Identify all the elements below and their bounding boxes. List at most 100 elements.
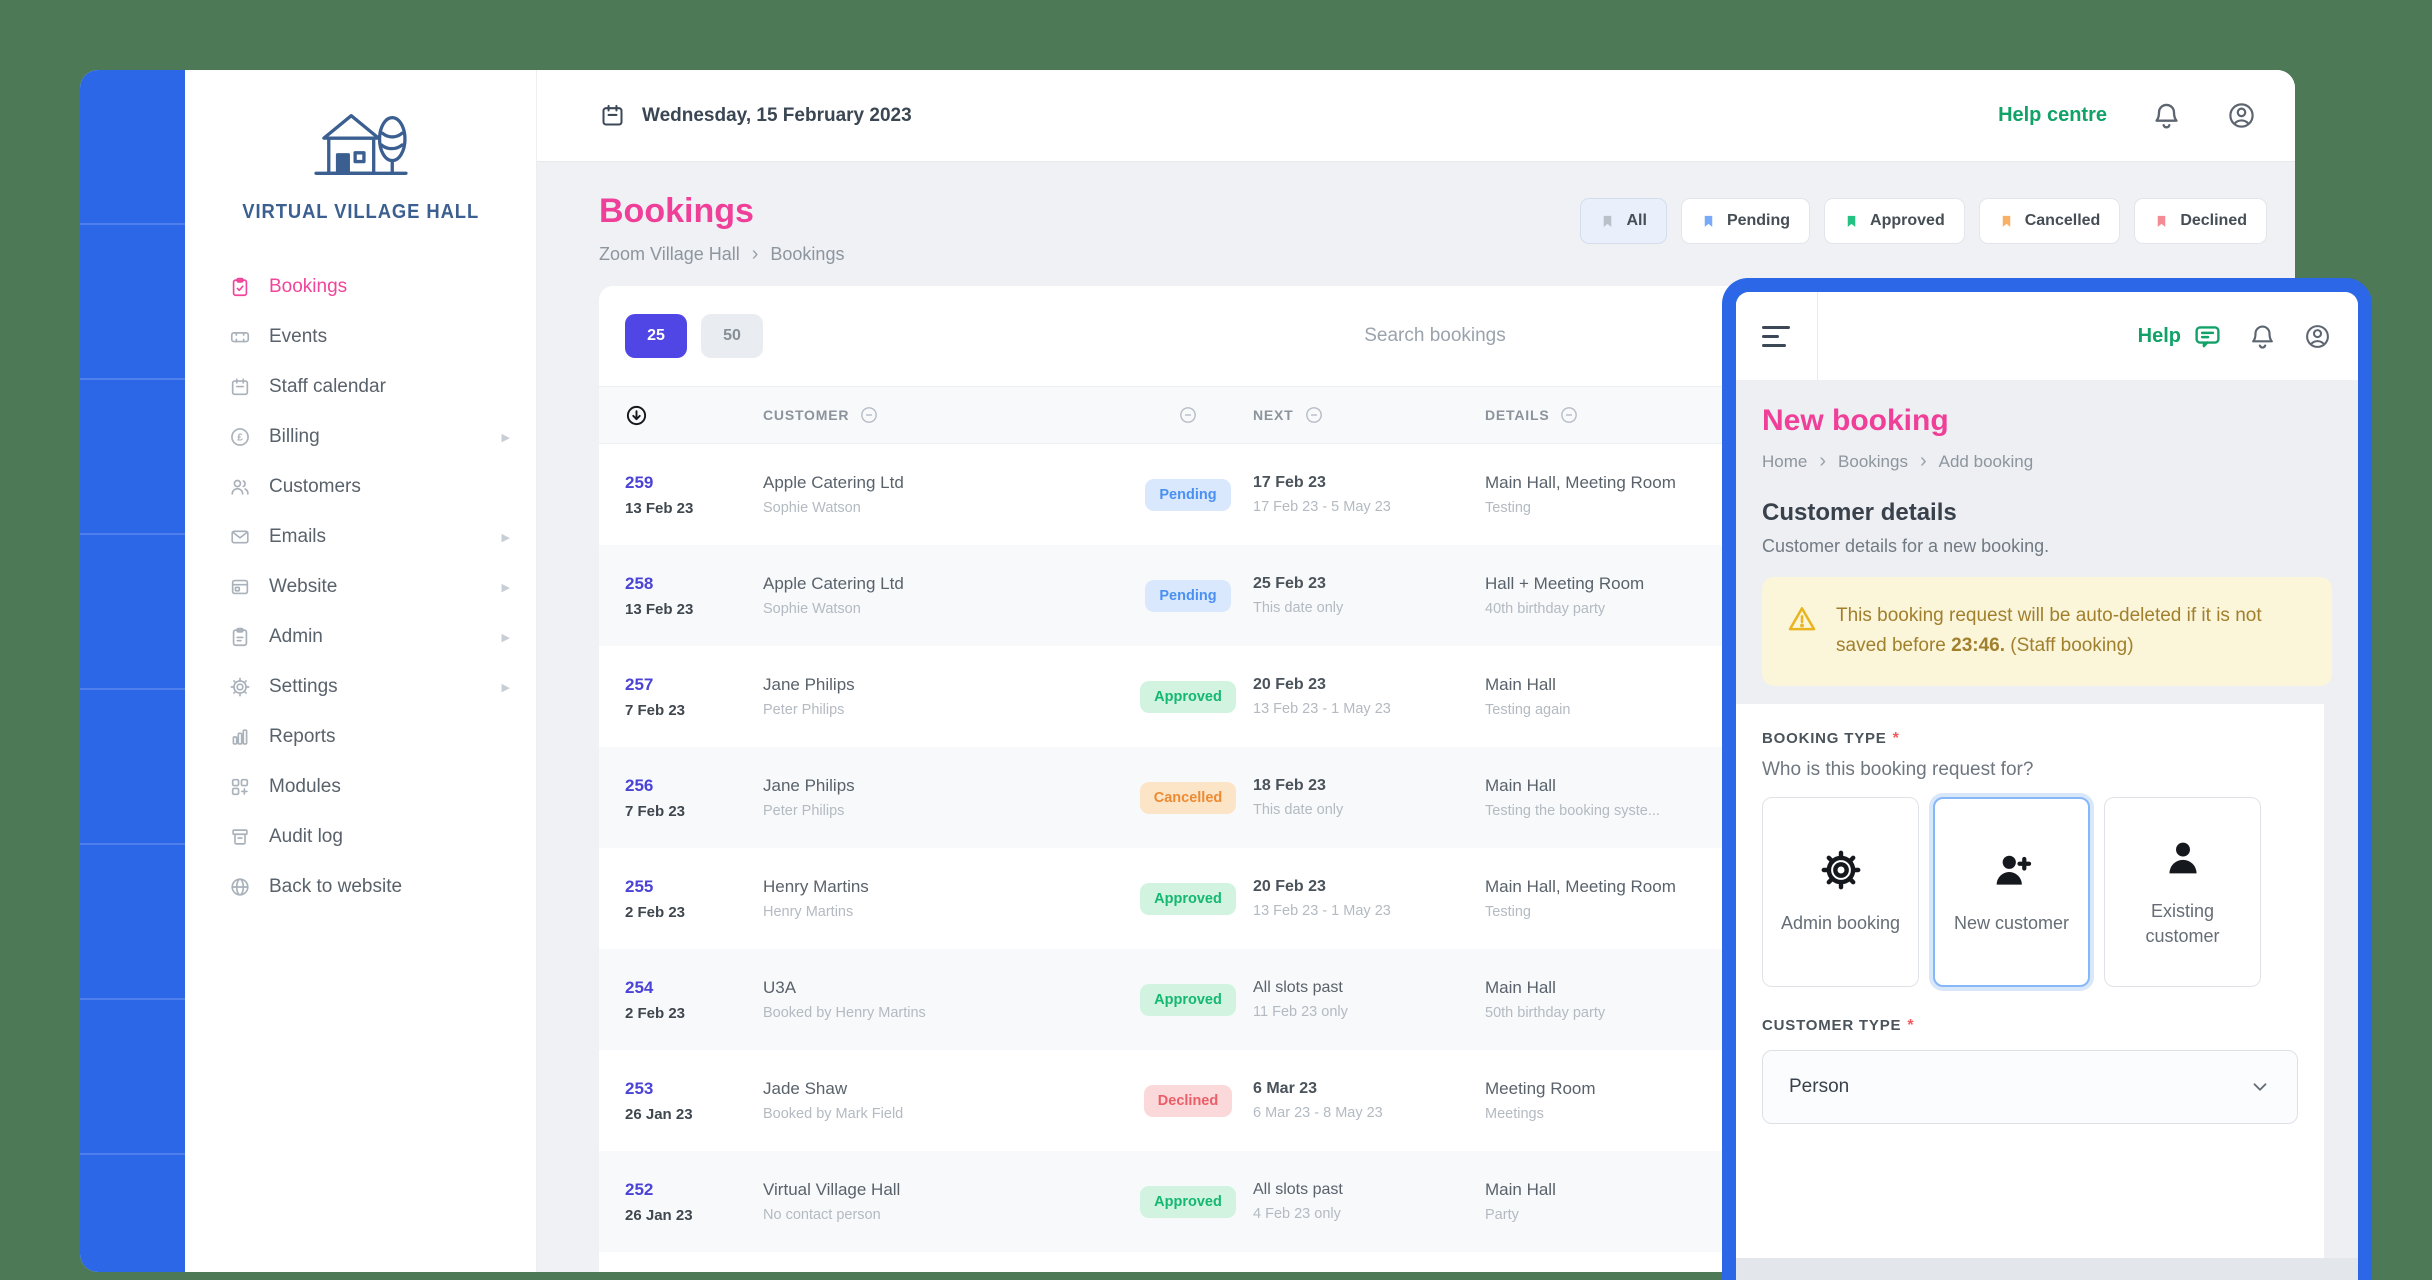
breadcrumb-home[interactable]: Home bbox=[1762, 451, 1808, 471]
booking-id[interactable]: 253 bbox=[625, 1078, 654, 1098]
booking-type-admin-booking[interactable]: Admin booking bbox=[1762, 796, 1919, 987]
contact-name: Henry Martins bbox=[763, 904, 854, 920]
booking-id[interactable]: 252 bbox=[625, 1179, 654, 1199]
booking-row-255[interactable]: 255 2 Feb 23 Henry Martins Henry Martins App… bbox=[599, 848, 2271, 949]
svg-text:£: £ bbox=[237, 433, 243, 444]
filter-approved[interactable]: Approved bbox=[1824, 198, 1965, 244]
booking-created-date: 26 Jan 23 bbox=[625, 1206, 693, 1224]
booking-id[interactable]: 259 bbox=[625, 472, 654, 492]
sidebar-item-customers[interactable]: Customers bbox=[185, 462, 536, 512]
page-size-25-button[interactable]: 25 bbox=[625, 314, 687, 358]
breadcrumb-bookings[interactable]: Bookings bbox=[1838, 451, 1908, 471]
booking-created-date: 2 Feb 23 bbox=[625, 903, 686, 921]
sidebar-item-reports[interactable]: Reports bbox=[185, 712, 536, 762]
sidebar-item-label: Emails bbox=[269, 526, 327, 547]
booking-rooms: Hall + Meeting Room bbox=[1485, 574, 1645, 593]
chevron-right-icon: › bbox=[751, 243, 759, 265]
bell-icon[interactable] bbox=[2151, 100, 2182, 131]
status-badge: Approved bbox=[1140, 983, 1236, 1016]
sidebar-item-label: Reports bbox=[269, 726, 336, 747]
collapse-column-icon[interactable] bbox=[1304, 405, 1324, 425]
help-link[interactable]: Help bbox=[2138, 322, 2222, 351]
archive-icon bbox=[229, 826, 251, 848]
next-date: All slots past bbox=[1253, 1181, 1343, 1198]
booking-row-253[interactable]: 253 26 Jan 23 Jade Shaw Booked by Mark Fiel… bbox=[599, 1050, 2271, 1151]
sidebar-item-billing[interactable]: £ Billing ▶ bbox=[185, 412, 536, 462]
status-badge: Approved bbox=[1140, 882, 1236, 915]
collapse-column-icon[interactable] bbox=[1559, 405, 1579, 425]
filter-pending[interactable]: Pending bbox=[1680, 198, 1811, 244]
booking-created-date: 26 Jan 23 bbox=[625, 1105, 693, 1123]
contact-name: Booked by Henry Martins bbox=[763, 1005, 926, 1021]
booking-type-option-label: New customer bbox=[1953, 913, 2070, 934]
booking-type-existing-customer[interactable]: Existing customer bbox=[2104, 796, 2261, 987]
page-size-50-button[interactable]: 50 bbox=[701, 314, 763, 358]
bookmark-icon bbox=[1704, 215, 1713, 227]
user-avatar-icon[interactable] bbox=[2303, 322, 2332, 351]
booking-id[interactable]: 257 bbox=[625, 674, 654, 694]
next-date: 20 Feb 23 bbox=[1253, 878, 1326, 895]
panel-breadcrumb: Home › Bookings › Add booking bbox=[1762, 450, 2332, 473]
booking-id[interactable]: 255 bbox=[625, 876, 654, 896]
bell-icon[interactable] bbox=[2248, 322, 2277, 351]
collapse-column-icon[interactable] bbox=[1178, 405, 1198, 425]
pound-icon: £ bbox=[229, 426, 251, 448]
user-avatar-icon[interactable] bbox=[2226, 100, 2257, 131]
required-asterisk: * bbox=[1892, 729, 1899, 747]
booking-id[interactable]: 256 bbox=[625, 775, 654, 795]
search-input[interactable] bbox=[1205, 325, 1665, 347]
sidebar-item-staff-calendar[interactable]: Staff calendar bbox=[185, 362, 536, 412]
collapse-column-icon[interactable] bbox=[859, 405, 879, 425]
help-centre-link[interactable]: Help centre bbox=[1998, 104, 2107, 126]
sidebar: VIRTUAL VILLAGE HALL Bookings Events Staff… bbox=[185, 70, 537, 1272]
breadcrumb-site[interactable]: Zoom Village Hall bbox=[599, 244, 740, 264]
sidebar-item-events[interactable]: Events bbox=[185, 312, 536, 362]
booking-rooms: Main Hall, Meeting Room bbox=[1485, 473, 1676, 492]
booking-created-date: 13 Feb 23 bbox=[625, 600, 694, 618]
filter-all[interactable]: All bbox=[1580, 198, 1667, 244]
next-date: 17 Feb 23 bbox=[1253, 474, 1326, 491]
sidebar-item-audit-log[interactable]: Audit log bbox=[185, 812, 536, 862]
booking-type-question: Who is this booking request for? bbox=[1762, 758, 2034, 780]
globe-icon bbox=[229, 876, 251, 898]
sidebar-item-emails[interactable]: Emails ▶ bbox=[185, 512, 536, 562]
next-date: 18 Feb 23 bbox=[1253, 777, 1326, 794]
hamburger-menu-icon[interactable] bbox=[1736, 292, 1818, 380]
date-range: 11 Feb 23 only bbox=[1253, 1004, 1348, 1020]
booking-row-257[interactable]: 257 7 Feb 23 Jane Philips Peter Philips Appr… bbox=[599, 646, 2271, 747]
sidebar-item-back-to-website[interactable]: Back to website bbox=[185, 862, 536, 912]
booking-description: 50th birthday party bbox=[1485, 1005, 1606, 1021]
sidebar-item-modules[interactable]: Modules bbox=[185, 762, 536, 812]
customer-type-select[interactable]: Person bbox=[1762, 1049, 2298, 1124]
sidebar-item-bookings[interactable]: Bookings bbox=[185, 262, 536, 312]
filter-declined[interactable]: Declined bbox=[2134, 198, 2267, 244]
booking-row-259[interactable]: 259 13 Feb 23 Apple Catering Ltd Sophie Wat… bbox=[599, 444, 2271, 545]
sidebar-item-settings[interactable]: Settings ▶ bbox=[185, 662, 536, 712]
filter-label: Approved bbox=[1870, 212, 1945, 229]
panel-header: Help bbox=[1736, 292, 2358, 380]
chevron-right-icon: ▶ bbox=[501, 531, 510, 544]
calendar-icon bbox=[599, 102, 626, 129]
contact-name: Peter Philips bbox=[763, 803, 845, 819]
warning-triangle-icon bbox=[1786, 603, 1818, 635]
sidebar-item-label: Events bbox=[269, 326, 328, 347]
booking-rooms: Main Hall bbox=[1485, 776, 1556, 795]
booking-type-options: Admin booking New customer Existing custom… bbox=[1762, 796, 2298, 987]
next-date: All slots past bbox=[1253, 979, 1343, 996]
booking-type-option-label: Existing customer bbox=[2145, 900, 2220, 946]
status-badge: Declined bbox=[1143, 1084, 1233, 1117]
filter-cancelled[interactable]: Cancelled bbox=[1978, 198, 2121, 244]
sidebar-item-label: Customers bbox=[269, 476, 361, 497]
booking-id[interactable]: 258 bbox=[625, 573, 654, 593]
booking-type-new-customer[interactable]: New customer bbox=[1933, 796, 2090, 987]
next-date: 6 Mar 23 bbox=[1253, 1080, 1318, 1097]
date-range: 6 Mar 23 - 8 May 23 bbox=[1253, 1105, 1383, 1121]
sidebar-item-admin[interactable]: Admin ▶ bbox=[185, 612, 536, 662]
logo[interactable]: VIRTUAL VILLAGE HALL bbox=[185, 94, 536, 228]
ticket-icon bbox=[229, 326, 251, 348]
sort-icon[interactable] bbox=[625, 404, 648, 427]
booking-id[interactable]: 254 bbox=[625, 977, 654, 997]
sidebar-menu: Bookings Events Staff calendar £ Billing ▶ Cus… bbox=[185, 262, 536, 912]
logo-text: VIRTUAL VILLAGE HALL bbox=[242, 201, 479, 223]
sidebar-item-website[interactable]: Website ▶ bbox=[185, 562, 536, 612]
